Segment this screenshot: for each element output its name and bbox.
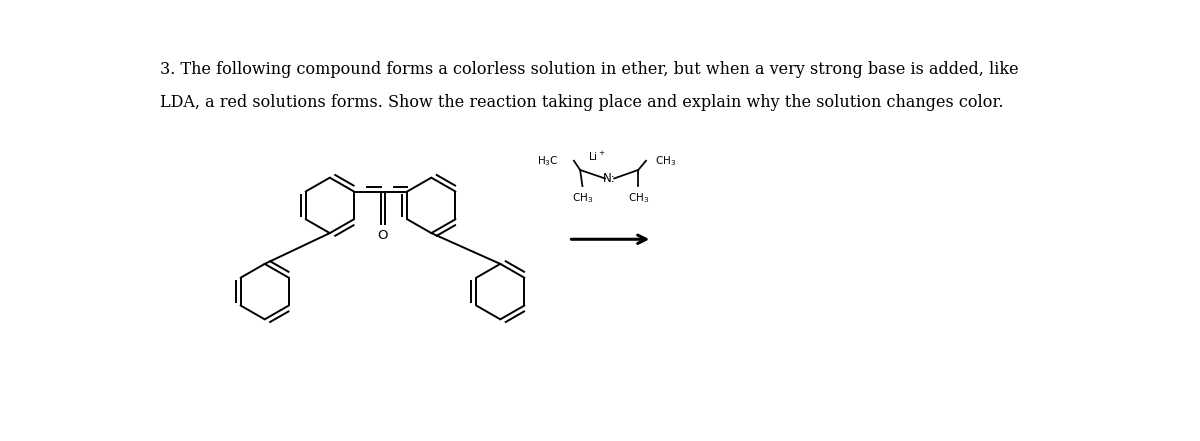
Text: O: O: [378, 229, 388, 242]
Text: CH$_3$: CH$_3$: [655, 154, 677, 168]
Text: 3. The following compound forms a colorless solution in ether, but when a very s: 3. The following compound forms a colorl…: [160, 61, 1019, 78]
Text: CH$_3$: CH$_3$: [572, 191, 593, 205]
Text: CH$_3$: CH$_3$: [628, 191, 649, 205]
Text: H$_3$C: H$_3$C: [536, 154, 558, 168]
Text: Li$^+$: Li$^+$: [588, 150, 605, 164]
Text: N:: N:: [604, 172, 616, 185]
Text: LDA, a red solutions forms. Show the reaction taking place and explain why the s: LDA, a red solutions forms. Show the rea…: [160, 94, 1003, 111]
